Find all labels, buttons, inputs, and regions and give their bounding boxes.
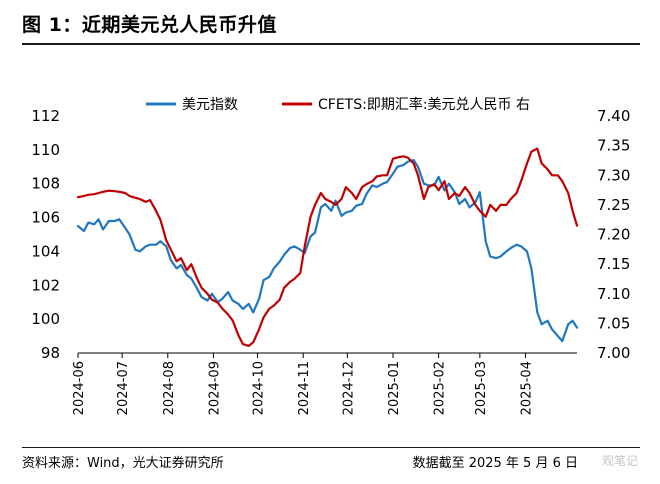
footer-rule [22, 447, 640, 448]
chart-series-lines [76, 147, 579, 347]
usd-index-line [76, 158, 579, 343]
line-chart: 98 100 102 104 106 108 110 112 7.00 7.05 7.10 7.15 7… [31, 96, 630, 415]
y-left-tick-label: 112 [31, 107, 60, 125]
data-cutoff-note: 数据截至 2025 年 5 月 6 日 [412, 456, 578, 471]
title-rule [22, 43, 640, 45]
y-right-tick-label: 7.20 [597, 226, 630, 244]
y-left-tick-label: 110 [31, 141, 60, 159]
y-right-tick-label: 7.15 [597, 255, 630, 273]
y-left-tick-label: 108 [31, 175, 60, 193]
y-right-tick-label: 7.00 [597, 344, 630, 362]
y-left-tick-label: 106 [31, 209, 60, 227]
y-right-tick-label: 7.35 [597, 137, 630, 155]
x-tick-label: 2024-08 [162, 361, 177, 415]
legend-label-usd-index: 美元指数 [182, 97, 238, 113]
y-right-tick-label: 7.40 [597, 107, 630, 125]
y-right-tick-label: 7.30 [597, 166, 630, 184]
x-tick-label: 2025-01 [387, 361, 402, 415]
source-note: 资料来源：Wind，光大证券研究所 [22, 456, 224, 471]
x-tick-label: 2024-12 [341, 361, 356, 415]
chart-ticks: 98 100 102 104 106 108 110 112 7.00 7.05 7.10 7.15 7… [31, 107, 630, 415]
y-left-tick-label: 104 [31, 242, 60, 260]
x-tick-label: 2024-07 [116, 361, 131, 415]
x-tick-label: 2024-11 [297, 361, 312, 415]
y-right-tick-label: 7.05 [597, 314, 630, 332]
legend-label-cfets: CFETS:即期汇率:美元兑人民币 右 [318, 96, 530, 113]
y-right-tick-label: 7.25 [597, 196, 630, 214]
cfets-usdcny-line [76, 147, 579, 347]
x-tick-label: 2025-03 [474, 361, 489, 415]
x-tick-label: 2025-02 [433, 361, 448, 415]
y-right-tick-label: 7.10 [597, 285, 630, 303]
x-tick-label: 2024-09 [207, 361, 222, 415]
x-tick-label: 2025-04 [519, 361, 534, 415]
y-left-tick-label: 98 [41, 344, 60, 362]
y-left-tick-label: 100 [31, 310, 60, 328]
x-tick-label: 2024-10 [252, 361, 267, 415]
y-left-tick-label: 102 [31, 276, 60, 294]
x-tick-label: 2024-06 [72, 361, 87, 415]
chart-legend: 美元指数 CFETS:即期汇率:美元兑人民币 右 [146, 96, 530, 113]
figure-title: 图 1：近期美元兑人民币升值 [22, 14, 277, 36]
watermark-text: 观笔记 [601, 454, 638, 468]
